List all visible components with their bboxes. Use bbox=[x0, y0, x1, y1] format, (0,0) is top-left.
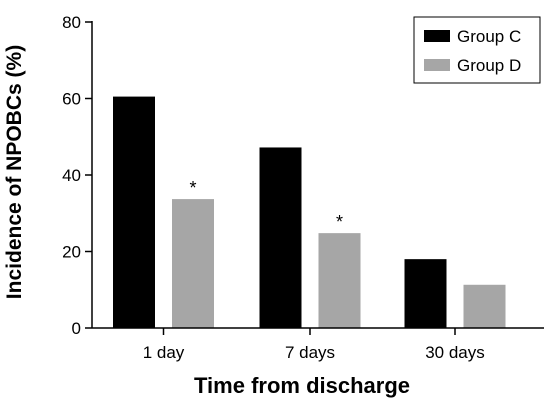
bar-group-c-1-day bbox=[113, 96, 155, 329]
x-axis-title: Time from discharge bbox=[194, 373, 410, 398]
legend-swatch-group-d bbox=[424, 59, 450, 71]
bar-group-d-30-days bbox=[463, 284, 506, 328]
significance-marker: * bbox=[189, 178, 196, 198]
y-tick-label: 80 bbox=[62, 13, 81, 32]
y-axis: 0 20 40 60 80 bbox=[62, 13, 93, 338]
bar-group-c-30-days bbox=[404, 259, 447, 328]
legend-box bbox=[413, 16, 541, 84]
y-tick-label: 0 bbox=[72, 319, 81, 338]
legend-swatch-group-c bbox=[424, 30, 450, 42]
y-axis-title: Incidence of NPOBCs (%) bbox=[3, 45, 26, 299]
legend: Group C Group D bbox=[413, 16, 541, 84]
y-tick-label: 60 bbox=[62, 90, 81, 109]
bar-group-d-1-day bbox=[172, 199, 214, 328]
x-tick-label-7-days: 7 days bbox=[285, 343, 335, 362]
significance-marker: * bbox=[336, 212, 343, 232]
x-tick-label-1-day: 1 day bbox=[143, 343, 185, 362]
y-tick-label: 20 bbox=[62, 243, 81, 262]
y-tick-label: 40 bbox=[62, 166, 81, 185]
bar-group-c-7-days bbox=[259, 147, 302, 328]
x-tick-label-30-days: 30 days bbox=[425, 343, 485, 362]
legend-label-group-c: Group C bbox=[457, 27, 521, 46]
bar-group-d-7-days bbox=[318, 233, 361, 328]
plot-area: ** bbox=[113, 96, 506, 329]
x-axis: 1 day 7 days 30 days bbox=[92, 327, 544, 362]
legend-label-group-d: Group D bbox=[457, 56, 521, 75]
